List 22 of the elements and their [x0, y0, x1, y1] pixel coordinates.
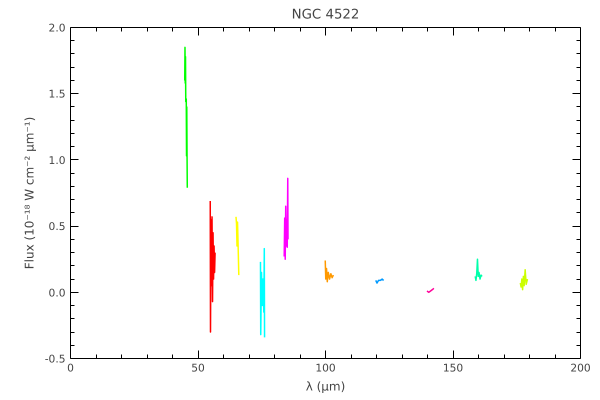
- line-series: [324, 260, 334, 282]
- y-tick-label: -0.5: [44, 352, 66, 366]
- x-tick-label: 150: [442, 362, 464, 374]
- line-series: [474, 258, 483, 282]
- x-tick-label: 200: [570, 362, 591, 374]
- y-axis-title: Flux (10⁻¹⁸ W cm⁻² μm⁻¹): [22, 116, 37, 270]
- x-tick-label: 0: [67, 362, 74, 374]
- y-tick-label: 1.5: [48, 88, 66, 101]
- line-series: [260, 248, 266, 338]
- line-series: [235, 216, 240, 276]
- x-tick-label: 50: [191, 362, 205, 374]
- line-series: [184, 46, 188, 188]
- x-tick-label: 100: [315, 362, 336, 374]
- y-tick-label: 0.0: [48, 286, 66, 300]
- line-series: [520, 269, 528, 290]
- y-tick-label: 2.0: [48, 22, 66, 34]
- x-axis-title: λ (μm): [306, 380, 346, 394]
- y-tick-label: 0.5: [48, 220, 66, 234]
- line-series: [209, 200, 216, 333]
- line-series: [283, 178, 289, 260]
- chart-title: NGC 4522: [292, 8, 360, 22]
- y-tick-label: 1.0: [48, 154, 66, 167]
